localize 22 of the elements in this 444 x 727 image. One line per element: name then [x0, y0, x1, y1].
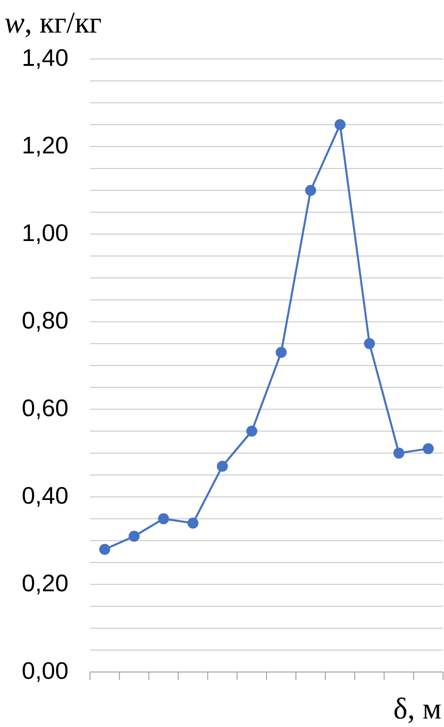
point — [216, 460, 228, 472]
y-tick-label: 0,80 — [22, 312, 68, 332]
y-axis-title: w, кг/кг — [5, 12, 101, 38]
point — [99, 544, 110, 555]
point — [305, 184, 316, 196]
y-tick-label: 0,40 — [22, 486, 68, 507]
y-tick-label: 0,20 — [22, 574, 68, 594]
point — [422, 443, 434, 454]
point — [128, 530, 140, 542]
point — [246, 426, 258, 437]
point — [334, 119, 346, 130]
y-tick-label: 1,40 — [24, 49, 68, 69]
point — [276, 346, 287, 358]
y-tick-label: 0,60 — [22, 399, 68, 420]
point — [364, 338, 375, 350]
x-axis-title: δ, м — [394, 698, 441, 724]
point — [393, 448, 404, 459]
y-tick-label: 1,00 — [24, 224, 68, 244]
point — [158, 513, 170, 524]
y-tick-label: 1,20 — [24, 136, 68, 156]
y-tick-label: 0,00 — [22, 662, 68, 682]
point — [187, 518, 198, 529]
